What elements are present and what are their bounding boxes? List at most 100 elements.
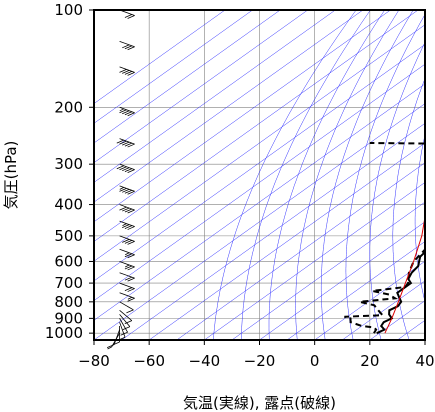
wind-barbs: [106, 9, 135, 350]
wind-barb-half: [107, 346, 112, 350]
wind-barb-flag: [112, 341, 120, 346]
wind-barb: [119, 40, 135, 51]
wind-barb-staff: [119, 261, 135, 268]
wind-barb-staff: [119, 272, 135, 279]
temperature-line: [376, 250, 425, 335]
isotherm-line: [204, 182, 425, 340]
dry-adiabat: [369, 41, 425, 340]
wind-barb: [119, 282, 135, 292]
wind-barb-flag: [124, 142, 133, 147]
isotherm-line: [94, 10, 281, 144]
wind-barb-staff: [119, 204, 135, 211]
y-tick-label: 200: [54, 98, 83, 116]
wind-barb-staff: [119, 163, 135, 171]
wind-barb-flag: [124, 111, 133, 116]
wind-barb-half: [122, 223, 127, 226]
isotherm-line: [424, 339, 425, 340]
wind-barb-flag: [119, 140, 127, 145]
wind-barb-staff: [119, 310, 133, 321]
wind-barb: [119, 220, 135, 230]
isotherm-line: [149, 142, 425, 340]
wind-barb-flag: [122, 224, 130, 228]
wind-barb-flag: [127, 143, 135, 148]
x-tick-label: 0: [310, 352, 320, 370]
isotherm-line: [121, 122, 425, 340]
wind-barb-flag: [124, 189, 133, 194]
wind-barb-flag: [127, 72, 135, 76]
y-tick-label: 500: [54, 227, 83, 245]
y-tick-label: 600: [54, 252, 83, 270]
isotherm-line: [286, 241, 425, 340]
y-tick-label: 300: [54, 155, 83, 173]
dry-adiabat: [320, 10, 414, 340]
wind-barb-staff: [119, 292, 135, 299]
isotherm-line: [94, 10, 336, 183]
wind-barb-half: [125, 252, 130, 256]
isotherm-line: [94, 10, 253, 124]
wind-barb: [116, 163, 135, 174]
chart-series: [344, 142, 425, 335]
dry-adiabat: [345, 13, 425, 340]
y-tick-label: 1000: [45, 324, 83, 342]
isotherm-line: [94, 24, 425, 262]
dry-adiabat: [268, 10, 385, 340]
wind-barb-flag: [124, 208, 133, 213]
isotherm-line: [94, 10, 226, 104]
wind-barb-flag: [124, 14, 133, 18]
wind-barb: [119, 66, 135, 76]
wind-barb-flag: [122, 141, 130, 146]
y-tick-label: 700: [54, 274, 83, 292]
wind-barb-flag: [124, 239, 133, 244]
isotherm-line: [94, 10, 391, 223]
wind-barb-flag: [124, 45, 133, 50]
wind-barb-flag: [124, 287, 133, 291]
chart-grid: 15101520g: [94, 10, 425, 340]
wind-barb-flag: [127, 288, 135, 292]
wind-barb-staff: [119, 66, 135, 73]
isotherm-line: [231, 201, 425, 340]
wind-barb: [119, 292, 135, 302]
wind-barb-half: [125, 264, 130, 268]
dewpoint-line: [344, 142, 425, 334]
wind-barb-flag: [122, 239, 130, 243]
wind-barb-flag: [127, 254, 135, 259]
dry-adiabat: [241, 10, 371, 340]
wind-barb: [119, 272, 135, 282]
wind-barb-flag: [124, 265, 133, 270]
wind-barb-flag: [119, 69, 127, 73]
wind-barb-flag: [127, 15, 135, 19]
x-tick-label: −40: [189, 352, 221, 370]
isotherm-line: [94, 10, 364, 203]
isotherm-line: [94, 83, 425, 321]
wind-barb-flag: [122, 70, 130, 74]
isotherm-line: [94, 10, 308, 163]
wind-barb: [119, 204, 135, 214]
x-axis-label: 気温(実線), 露点(破線): [183, 394, 336, 412]
plot-frame: [93, 9, 426, 341]
wind-barb-flag: [127, 240, 135, 245]
wind-barb-staff: [119, 318, 128, 333]
wind-barb-staff: [119, 138, 135, 145]
dry-adiabat: [392, 77, 425, 340]
wind-barb-staff: [119, 282, 135, 289]
wind-barb-flag: [122, 167, 130, 172]
wind-barb-flag: [124, 276, 133, 281]
wind-barb: [116, 138, 135, 148]
wind-barb-flag: [127, 297, 135, 302]
wind-barb-flag: [119, 166, 127, 171]
dry-adiabat: [213, 10, 357, 340]
wind-barb: [119, 248, 135, 259]
wind-barb-flag: [124, 320, 132, 324]
wind-barb-flag: [127, 226, 135, 230]
wind-barb: [119, 9, 135, 19]
isotherm-line: [94, 63, 425, 301]
isotherm-line: [342, 280, 425, 340]
wind-barb: [119, 185, 135, 195]
x-tick-label: 20: [360, 352, 379, 370]
isotherm-line: [94, 103, 425, 340]
isotherm-line: [94, 44, 425, 282]
wind-barb: [119, 310, 133, 324]
wind-barb-flag: [124, 168, 133, 173]
wind-barb-flag: [124, 71, 133, 75]
wind-barb-staff: [119, 248, 135, 256]
